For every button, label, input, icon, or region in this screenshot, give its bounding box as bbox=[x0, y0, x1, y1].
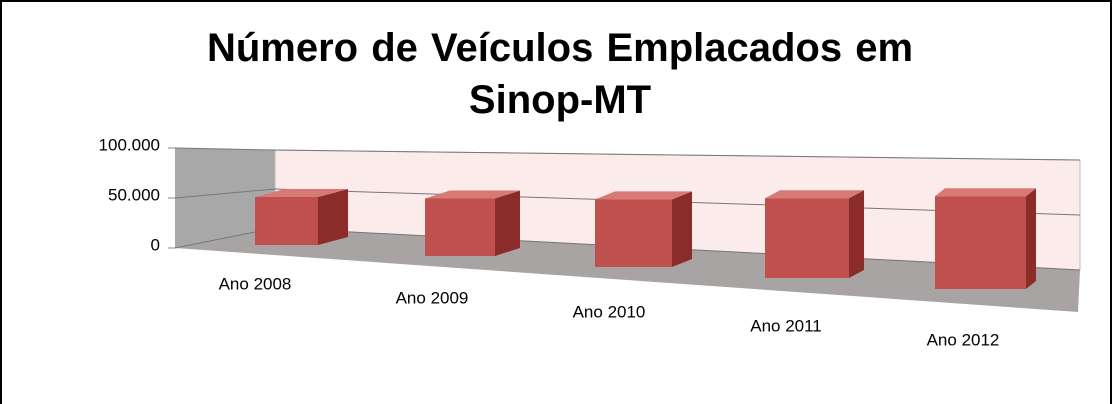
bar bbox=[765, 190, 864, 278]
bar-top bbox=[425, 190, 520, 199]
grid-line bbox=[174, 147, 1081, 161]
bar-top bbox=[595, 191, 692, 200]
bar-side bbox=[1026, 188, 1036, 289]
bar bbox=[595, 191, 692, 267]
bar-side bbox=[495, 190, 520, 256]
bar-side bbox=[318, 189, 348, 245]
y-tick-label: 50.000 bbox=[108, 185, 160, 204]
y-tick-label: 0 bbox=[151, 235, 160, 254]
bar-front bbox=[765, 198, 849, 278]
y-tick-label: 100.000 bbox=[99, 135, 160, 154]
side-wall bbox=[175, 148, 275, 248]
x-tick-label: Ano 2008 bbox=[219, 274, 292, 293]
bar-front bbox=[425, 198, 495, 256]
bar-side bbox=[672, 191, 692, 267]
x-tick-label: Ano 2011 bbox=[750, 316, 822, 335]
bar-top bbox=[765, 190, 864, 199]
x-tick-label: Ano 2010 bbox=[573, 302, 646, 321]
bar bbox=[935, 188, 1036, 289]
chart-title: Número de Veículos Emplacados em Sinop-M… bbox=[206, 26, 914, 122]
bar-top bbox=[255, 189, 348, 197]
bar-front bbox=[935, 196, 1026, 289]
bar bbox=[425, 190, 520, 256]
x-tick-label: Ano 2012 bbox=[927, 330, 1000, 349]
x-tick-label: Ano 2009 bbox=[396, 288, 469, 307]
bar-front bbox=[595, 199, 672, 267]
bar bbox=[255, 189, 348, 245]
bar-front bbox=[255, 197, 318, 245]
bar-top bbox=[935, 188, 1036, 197]
floor bbox=[175, 228, 1080, 312]
bar-side bbox=[849, 190, 864, 278]
